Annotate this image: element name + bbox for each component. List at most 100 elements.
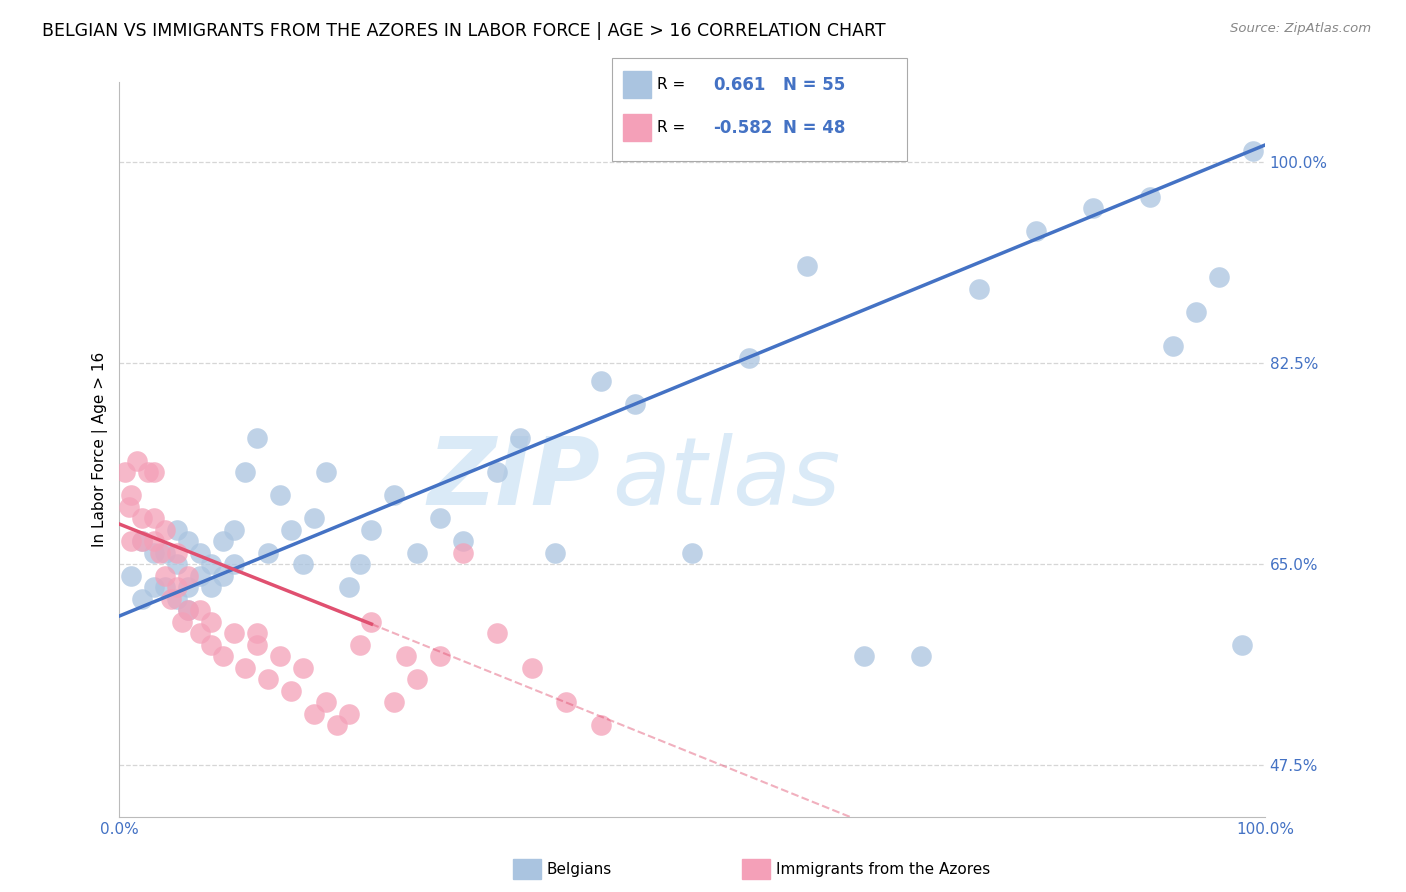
- Point: [131, 511, 153, 525]
- Point: [406, 546, 429, 560]
- Point: [235, 661, 257, 675]
- Point: [246, 638, 269, 652]
- Point: [188, 569, 211, 583]
- Point: [451, 546, 474, 560]
- Point: [269, 488, 291, 502]
- Point: [142, 580, 165, 594]
- Point: [177, 580, 200, 594]
- Y-axis label: In Labor Force | Age > 16: In Labor Force | Age > 16: [93, 351, 108, 547]
- Point: [486, 626, 509, 640]
- Point: [280, 523, 302, 537]
- Point: [160, 591, 183, 606]
- Point: [120, 534, 142, 549]
- Point: [155, 546, 177, 560]
- Point: [211, 649, 233, 664]
- Text: N = 48: N = 48: [783, 119, 845, 136]
- Point: [337, 580, 360, 594]
- Point: [172, 615, 194, 629]
- Point: [142, 534, 165, 549]
- Point: [155, 569, 177, 583]
- Point: [315, 695, 337, 709]
- Point: [852, 649, 875, 664]
- Point: [120, 488, 142, 502]
- Point: [117, 500, 139, 514]
- Point: [589, 374, 612, 388]
- Point: [1139, 190, 1161, 204]
- Point: [166, 523, 188, 537]
- Point: [796, 259, 818, 273]
- Point: [406, 672, 429, 686]
- Point: [200, 580, 222, 594]
- Point: [120, 569, 142, 583]
- Point: [211, 569, 233, 583]
- Point: [188, 626, 211, 640]
- Point: [131, 534, 153, 549]
- Point: [589, 718, 612, 732]
- Point: [382, 488, 405, 502]
- Point: [738, 351, 761, 365]
- Point: [349, 638, 371, 652]
- Point: [1208, 270, 1230, 285]
- Point: [910, 649, 932, 664]
- Point: [280, 683, 302, 698]
- Point: [148, 546, 170, 560]
- Point: [200, 638, 222, 652]
- Point: [222, 626, 245, 640]
- Text: N = 55: N = 55: [783, 76, 845, 94]
- Point: [200, 558, 222, 572]
- Point: [1161, 339, 1184, 353]
- Point: [188, 546, 211, 560]
- Point: [360, 523, 382, 537]
- Point: [555, 695, 578, 709]
- Point: [315, 466, 337, 480]
- Point: [142, 466, 165, 480]
- Point: [486, 466, 509, 480]
- Point: [302, 706, 325, 721]
- Point: [177, 569, 200, 583]
- Point: [222, 558, 245, 572]
- Point: [257, 546, 280, 560]
- Point: [1025, 224, 1047, 238]
- Point: [166, 546, 188, 560]
- Point: [269, 649, 291, 664]
- Point: [177, 603, 200, 617]
- Point: [125, 454, 148, 468]
- Text: R =: R =: [657, 78, 685, 92]
- Point: [142, 511, 165, 525]
- Point: [1185, 304, 1208, 318]
- Text: R =: R =: [657, 120, 685, 135]
- Point: [429, 511, 451, 525]
- Point: [211, 534, 233, 549]
- Point: [222, 523, 245, 537]
- Point: [235, 466, 257, 480]
- Point: [349, 558, 371, 572]
- Text: ZIP: ZIP: [427, 433, 600, 524]
- Point: [291, 558, 314, 572]
- Point: [302, 511, 325, 525]
- Point: [257, 672, 280, 686]
- Point: [177, 603, 200, 617]
- Text: Source: ZipAtlas.com: Source: ZipAtlas.com: [1230, 22, 1371, 36]
- Point: [166, 591, 188, 606]
- Point: [155, 580, 177, 594]
- Point: [131, 534, 153, 549]
- Text: -0.582: -0.582: [713, 119, 772, 136]
- Point: [188, 603, 211, 617]
- Point: [166, 558, 188, 572]
- Point: [136, 466, 159, 480]
- Point: [967, 282, 990, 296]
- Point: [177, 534, 200, 549]
- Point: [166, 580, 188, 594]
- Point: [429, 649, 451, 664]
- Point: [360, 615, 382, 629]
- Point: [131, 591, 153, 606]
- Point: [544, 546, 567, 560]
- Point: [155, 523, 177, 537]
- Point: [681, 546, 703, 560]
- Point: [291, 661, 314, 675]
- Point: [520, 661, 543, 675]
- Text: Belgians: Belgians: [547, 863, 612, 877]
- Text: BELGIAN VS IMMIGRANTS FROM THE AZORES IN LABOR FORCE | AGE > 16 CORRELATION CHAR: BELGIAN VS IMMIGRANTS FROM THE AZORES IN…: [42, 22, 886, 40]
- Point: [337, 706, 360, 721]
- Point: [624, 396, 647, 410]
